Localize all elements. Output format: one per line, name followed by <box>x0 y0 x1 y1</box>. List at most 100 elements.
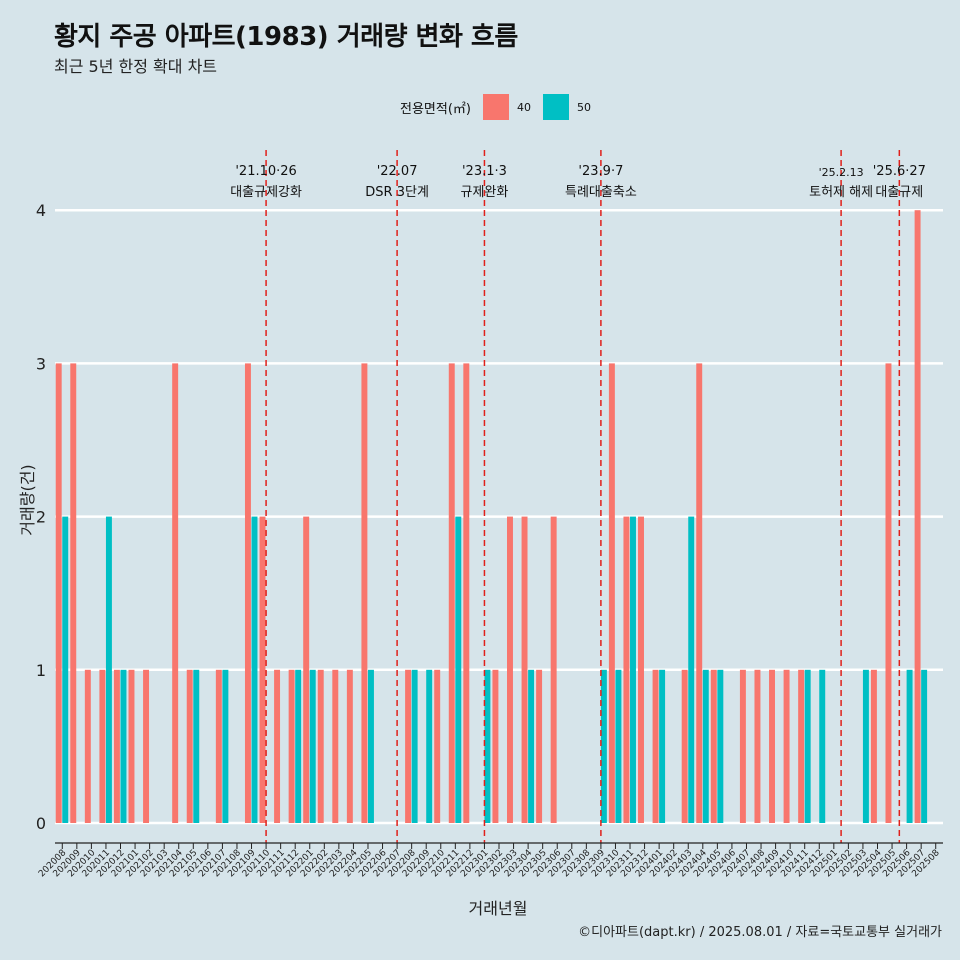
bar-40-202202 <box>317 669 324 823</box>
bar-40-202009 <box>70 363 77 823</box>
event-date: '22.07 <box>377 164 418 179</box>
bar-40-202211 <box>448 363 455 823</box>
bar-50-202109 <box>251 516 258 823</box>
bar-40-202505 <box>885 363 892 823</box>
bar-40-202010 <box>84 669 91 823</box>
event-label: DSR 3단계 <box>365 185 429 200</box>
bar-50-202209 <box>426 669 433 823</box>
y-tick-label: 0 <box>36 814 46 833</box>
grid-layer <box>55 208 943 825</box>
legend-swatch-50 <box>542 94 569 120</box>
event-layer: '21.10·26 대출규제강화 '22.07 DSR 3단계 '23.1·3 규제완화 '… <box>230 150 926 843</box>
event-label: 토허제 해제 <box>809 185 873 200</box>
bar-50-202205 <box>367 669 374 823</box>
chart-subtitle: 최근 5년 한정 확대 차트 <box>54 57 218 76</box>
bar-40-202407 <box>739 669 746 823</box>
bar-50-202211 <box>455 516 462 823</box>
bar-40-202210 <box>434 669 441 823</box>
bar-40-202303 <box>507 516 513 823</box>
bar-50-202301 <box>484 669 491 823</box>
bar-50-202405 <box>717 669 724 823</box>
bar-40-202109 <box>244 363 251 823</box>
bar-40-202305 <box>536 669 543 823</box>
event-label: 규제완화 <box>461 185 509 200</box>
bar-50-202008 <box>62 516 69 823</box>
event-date: '25.6·27 <box>873 164 926 179</box>
legend-swatch-40 <box>482 94 509 120</box>
bar-50-202401 <box>659 669 666 823</box>
legend-item-40: 40 <box>482 94 531 120</box>
bar-40-202312 <box>638 516 644 823</box>
bar-40-202306 <box>550 516 557 823</box>
event-label: 대출규제 <box>875 185 923 200</box>
y-tick-label: 2 <box>36 508 46 527</box>
bar-40-202011 <box>99 669 106 823</box>
bar-50-202506 <box>906 669 913 823</box>
bar-50-202201 <box>309 669 316 823</box>
bar-40-202102 <box>143 669 150 823</box>
bar-40-202008 <box>55 363 62 823</box>
bar-40-202404 <box>696 363 703 823</box>
bar-50-202404 <box>702 669 709 823</box>
bar-40-202104 <box>172 363 179 823</box>
bar-50-202411 <box>804 669 811 823</box>
bar-40-202012 <box>113 669 120 823</box>
event-date: '23.9·7 <box>578 164 623 179</box>
bar-50-202310 <box>615 669 622 823</box>
bar-50-202503 <box>862 669 869 823</box>
legend-item-50: 50 <box>542 94 591 120</box>
bar-40-202111 <box>274 669 281 823</box>
x-axis-label: 거래년월 <box>469 899 528 918</box>
event-date: '25.2.13 <box>819 166 864 179</box>
legend: 전용면적(㎡) 40 50 <box>400 93 595 121</box>
bar-40-202411 <box>798 669 805 823</box>
bar-40-202101 <box>128 669 135 823</box>
bar-50-202507 <box>921 669 928 823</box>
bar-50-202412 <box>819 669 826 823</box>
bar-50-202012 <box>120 669 127 823</box>
y-axis-label: 거래량(건) <box>18 464 37 535</box>
bar-40-202112 <box>288 669 295 823</box>
bar-40-202507 <box>914 210 921 823</box>
bar-50-202011 <box>105 516 112 823</box>
bar-40-202410 <box>783 669 790 823</box>
bar-40-202408 <box>754 669 761 823</box>
bar-40-202204 <box>346 669 353 823</box>
legend-label-40: 40 <box>516 100 531 114</box>
bar-40-202403 <box>681 669 688 823</box>
bar-40-202310 <box>608 363 615 823</box>
bar-50-202311 <box>630 516 636 823</box>
event-date: '23.1·3 <box>462 164 507 179</box>
bar-40-202107 <box>215 669 222 823</box>
event-label: 대출규제강화 <box>230 185 302 200</box>
y-tick-label: 3 <box>36 354 46 373</box>
bar-40-202208 <box>405 669 412 823</box>
bar-40-202302 <box>492 669 499 823</box>
bar-40-202105 <box>186 669 193 823</box>
bar-40-202409 <box>769 669 775 823</box>
bar-40-202304 <box>521 516 528 823</box>
bar-layer <box>55 210 928 823</box>
bar-40-202311 <box>623 516 630 823</box>
bar-40-202110 <box>259 516 266 823</box>
event-label: 특례대출축소 <box>565 185 637 200</box>
bar-40-202504 <box>870 669 877 823</box>
bar-50-202208 <box>411 669 418 823</box>
bar-50-202105 <box>193 669 200 823</box>
event-date: '21.10·26 <box>235 164 296 179</box>
bar-50-202309 <box>600 669 607 823</box>
source-caption: ©디아파트(dapt.kr) / 2025.08.01 / 자료=국토교통부 실… <box>578 925 942 940</box>
bar-50-202112 <box>295 669 302 823</box>
legend-label-50: 50 <box>576 100 591 114</box>
bar-40-202405 <box>710 669 717 823</box>
bar-50-202107 <box>222 669 229 823</box>
bar-40-202201 <box>303 516 310 823</box>
bar-40-202205 <box>361 363 368 823</box>
bar-40-202401 <box>652 669 659 823</box>
chart-title: 황지 주공 아파트(1983) 거래량 변화 흐름 <box>54 22 518 52</box>
y-tick-label: 1 <box>36 661 46 680</box>
legend-title: 전용면적(㎡) <box>400 101 471 117</box>
y-tick-label: 4 <box>36 201 46 220</box>
bar-40-202203 <box>332 669 339 823</box>
